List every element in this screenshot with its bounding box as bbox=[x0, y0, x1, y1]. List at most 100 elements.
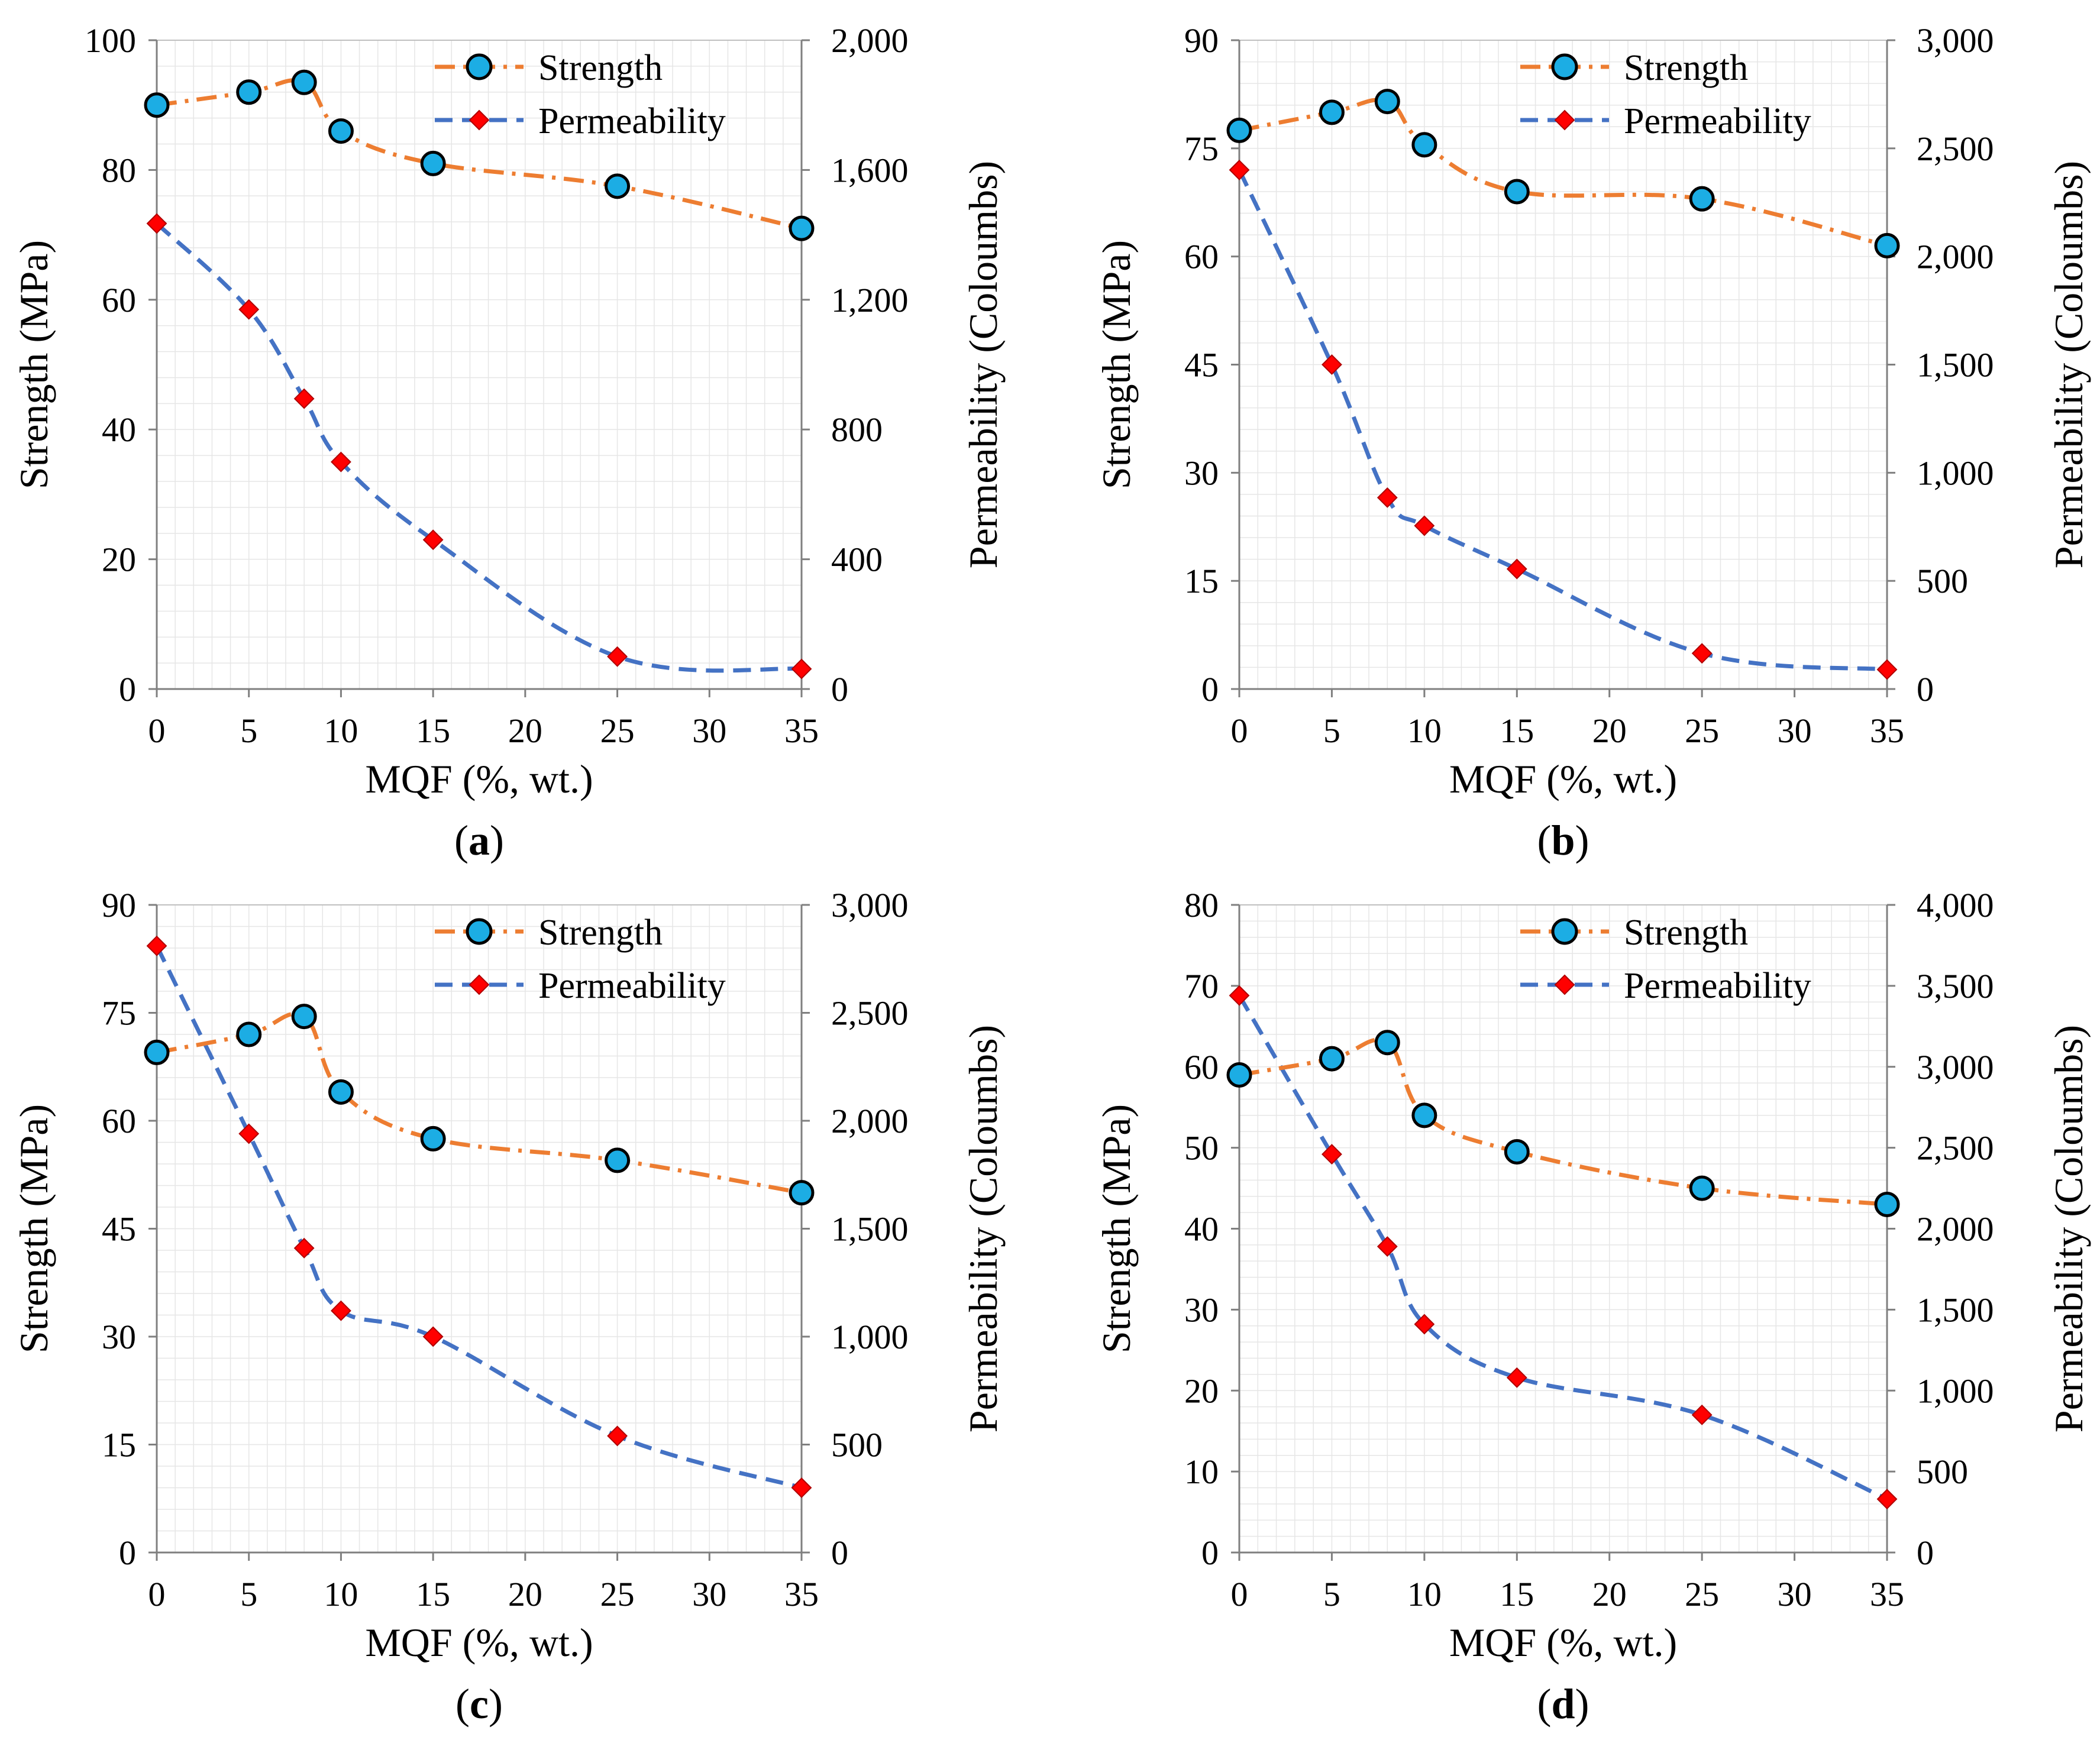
y-right-tick-label: 1,500 bbox=[1917, 346, 1994, 384]
strength-point bbox=[1411, 132, 1437, 158]
strength-point bbox=[1689, 1175, 1715, 1201]
x-tick-label: 10 bbox=[1407, 1575, 1442, 1613]
y-left-tick-label: 90 bbox=[1184, 21, 1219, 60]
panel-caption: (c) bbox=[455, 1680, 503, 1728]
permeability-point bbox=[1229, 159, 1250, 180]
permeability-point bbox=[293, 1237, 315, 1259]
permeability-point bbox=[1876, 659, 1898, 680]
y-right-tick-label: 1,000 bbox=[831, 1318, 909, 1356]
caption-open: ( bbox=[1537, 1680, 1551, 1728]
legend-strength-marker bbox=[466, 918, 493, 945]
y-right-tick-label: 3,000 bbox=[1917, 21, 1994, 60]
permeability-point bbox=[607, 1425, 628, 1447]
x-tick-label: 30 bbox=[692, 711, 726, 750]
x-tick-label: 35 bbox=[1870, 1575, 1904, 1613]
strength-point bbox=[605, 1147, 631, 1173]
y-right-tick-label: 0 bbox=[831, 1534, 848, 1572]
y-right-tick-label: 1,000 bbox=[1917, 1372, 1994, 1410]
x-tick-label: 5 bbox=[240, 711, 257, 750]
y-right-axis-title: Permeability (Coloumbs) bbox=[961, 161, 1006, 568]
permeability-point bbox=[1691, 643, 1713, 664]
y-right-tick-label: 2,000 bbox=[1917, 238, 1994, 276]
permeability-point bbox=[146, 213, 167, 234]
permeability-point bbox=[422, 1326, 444, 1347]
permeability-point bbox=[1229, 985, 1250, 1006]
x-tick-label: 25 bbox=[1685, 1575, 1719, 1613]
x-tick-label: 15 bbox=[1500, 1575, 1534, 1613]
y-left-tick-label: 80 bbox=[102, 151, 136, 189]
y-left-tick-label: 40 bbox=[1184, 1210, 1219, 1249]
y-right-tick-label: 0 bbox=[831, 670, 848, 709]
y-left-tick-label: 45 bbox=[102, 1210, 136, 1249]
caption-open: ( bbox=[454, 817, 469, 864]
y-left-tick-label: 15 bbox=[102, 1426, 136, 1464]
y-right-tick-label: 400 bbox=[831, 541, 883, 579]
y-left-tick-label: 60 bbox=[102, 1102, 136, 1140]
y-left-tick-label: 30 bbox=[1184, 1291, 1219, 1329]
y-right-tick-label: 4,000 bbox=[1917, 886, 1994, 924]
y-left-tick-label: 20 bbox=[1184, 1372, 1219, 1410]
strength-point bbox=[1374, 1030, 1400, 1056]
permeability-point bbox=[1506, 558, 1527, 580]
x-tick-label: 20 bbox=[1592, 711, 1627, 750]
legend-strength-label: Strength bbox=[538, 913, 663, 953]
strength-point bbox=[328, 118, 354, 144]
x-tick-label: 0 bbox=[1231, 1575, 1248, 1613]
y-left-tick-label: 0 bbox=[119, 670, 136, 709]
y-left-tick-label: 10 bbox=[1184, 1453, 1219, 1491]
y-left-tick-label: 70 bbox=[1184, 967, 1219, 1005]
y-right-tick-label: 1,600 bbox=[831, 151, 909, 189]
permeability-point bbox=[607, 646, 628, 667]
x-tick-label: 5 bbox=[1323, 1575, 1340, 1613]
permeability-point bbox=[791, 1477, 812, 1498]
legend-permeability-marker bbox=[1554, 974, 1575, 995]
grid bbox=[156, 40, 802, 690]
strength-point bbox=[144, 92, 170, 118]
y-right-tick-label: 3,000 bbox=[1917, 1048, 1994, 1086]
y-right-tick-label: 500 bbox=[1917, 562, 1968, 600]
strength-point bbox=[1874, 232, 1900, 258]
x-axis-title: MQF (%, wt.) bbox=[1449, 756, 1677, 801]
y-right-tick-label: 2,000 bbox=[831, 21, 909, 60]
legend-permeability-marker bbox=[1554, 109, 1575, 131]
strength-point bbox=[236, 79, 262, 105]
permeability-point bbox=[331, 1300, 351, 1321]
x-tick-label: 35 bbox=[784, 1575, 819, 1613]
y-left-tick-label: 30 bbox=[1184, 454, 1219, 492]
caption-close: ) bbox=[1575, 1680, 1589, 1728]
x-tick-label: 15 bbox=[416, 1575, 450, 1613]
x-axis-title: MQF (%, wt.) bbox=[1449, 1620, 1677, 1665]
x-tick-label: 25 bbox=[600, 711, 635, 750]
caption-letter: a bbox=[469, 817, 490, 864]
permeability-point bbox=[1377, 1236, 1398, 1257]
y-right-tick-label: 2,000 bbox=[831, 1102, 909, 1140]
y-left-tick-label: 80 bbox=[1184, 886, 1219, 924]
x-tick-label: 15 bbox=[1500, 711, 1534, 750]
permeability-point bbox=[1414, 1314, 1435, 1335]
legend-permeability-label: Permeability bbox=[538, 966, 726, 1006]
x-tick-label: 0 bbox=[1231, 711, 1248, 750]
legend-strength-label: Strength bbox=[1624, 48, 1748, 88]
permeability-point bbox=[1506, 1367, 1527, 1388]
y-right-tick-label: 1,500 bbox=[831, 1210, 909, 1249]
x-tick-label: 20 bbox=[508, 711, 542, 750]
y-left-tick-label: 50 bbox=[1184, 1129, 1219, 1167]
legend-permeability-marker bbox=[469, 974, 490, 995]
x-tick-label: 20 bbox=[508, 1575, 542, 1613]
y-left-tick-label: 60 bbox=[1184, 1048, 1219, 1086]
strength-point bbox=[1319, 1046, 1345, 1072]
strength-point bbox=[291, 69, 317, 95]
legend-strength-marker bbox=[1551, 918, 1578, 945]
y-left-tick-label: 40 bbox=[102, 410, 136, 449]
legend-permeability-label: Permeability bbox=[1624, 966, 1811, 1006]
x-tick-label: 10 bbox=[324, 1575, 358, 1613]
chart-panel-b: 0 5 10 15 20 25 30 35 0 15 30 45 60 75 90 0 500 1,000 1,50… bbox=[1094, 21, 2091, 864]
strength-point bbox=[1504, 1139, 1530, 1165]
strength-point bbox=[605, 173, 631, 199]
strength-point bbox=[1226, 1062, 1252, 1088]
y-right-axis-title: Permeability (Coloumbs) bbox=[961, 1025, 1006, 1432]
strength-point bbox=[291, 1004, 317, 1030]
x-tick-label: 0 bbox=[148, 1575, 166, 1613]
y-left-tick-label: 0 bbox=[1201, 1534, 1219, 1572]
